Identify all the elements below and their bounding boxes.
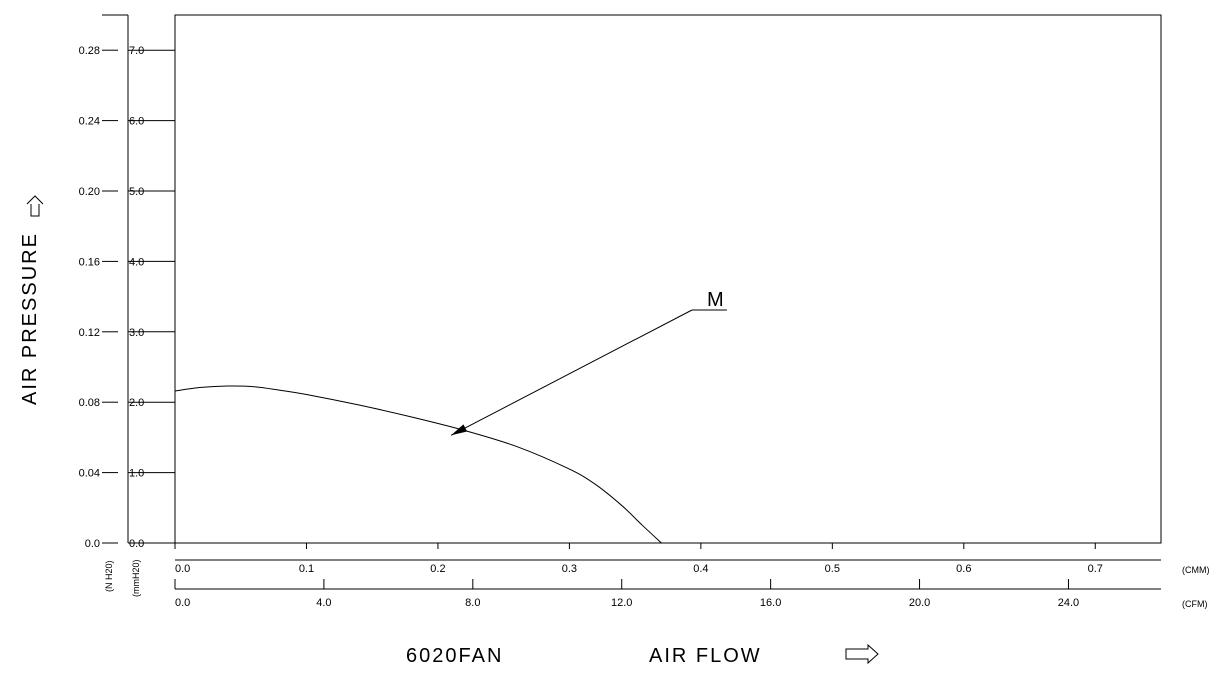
cmm-unit-label: (CMM) — [1182, 565, 1210, 575]
cfm-unit-label: (CFM) — [1182, 599, 1208, 609]
series-m-curve — [174, 385, 662, 544]
inh2o-tick-label: 0.0 — [85, 538, 100, 550]
x-axis-title: AIR FLOW — [649, 645, 762, 667]
y-axis-ticks: 0.0 0.0 1.0 0.04 2.0 0.08 3.0 0.12 4.0 0.16 5.0 0.2… — [79, 45, 175, 550]
cfm-tick-label: 12.0 — [611, 597, 632, 609]
x-axis-ticks: 0.0 0.1 0.2 0.3 0.4 0.5 0.6 0.7 0.0 4.0 8.0 12.0 16.… — [174, 543, 1103, 609]
x-axis-arrow-icon — [845, 643, 879, 665]
y-axis-arrow-icon — [26, 195, 44, 217]
series-m-label: M — [707, 289, 724, 311]
mmh2o-tick-label: 1.0 — [129, 468, 144, 480]
mmh2o-tick-label: 4.0 — [129, 256, 144, 268]
cfm-tick-label: 24.0 — [1058, 597, 1079, 609]
mmh2o-tick-label: 6.0 — [129, 116, 144, 128]
cmm-tick-label: 0.7 — [1088, 563, 1103, 575]
plot-frame — [174, 14, 1162, 544]
y-axis-title: AIR PRESSURE — [19, 232, 41, 405]
cfm-tick-label: 16.0 — [760, 597, 781, 609]
cfm-tick-label: 20.0 — [909, 597, 930, 609]
cfm-tick-label: 4.0 — [316, 597, 331, 609]
cfm-tick-label: 0.0 — [175, 597, 190, 609]
mmh2o-tick-label: 7.0 — [129, 45, 144, 57]
cmm-tick-label: 0.5 — [825, 563, 840, 575]
cmm-tick-label: 0.1 — [299, 563, 314, 575]
cmm-tick-label: 0.6 — [956, 563, 971, 575]
inh2o-tick-label: 0.08 — [79, 397, 100, 409]
mmh2o-tick-label: 0.0 — [129, 538, 144, 550]
annotation-leader-line — [450, 309, 693, 436]
mmh2o-tick-label: 3.0 — [129, 327, 144, 339]
annotation-arrowhead-icon — [451, 424, 468, 436]
inh2o-tick-label: 0.20 — [79, 186, 100, 198]
mmh2o-tick-label: 5.0 — [129, 186, 144, 198]
inh2o-tick-label: 0.12 — [79, 327, 100, 339]
inh2o-tick-label: 0.16 — [79, 256, 100, 268]
model-label: 6020FAN — [406, 645, 503, 667]
cmm-tick-label: 0.2 — [430, 563, 445, 575]
cmm-tick-label: 0.0 — [175, 563, 190, 575]
cmm-tick-label: 0.4 — [693, 563, 708, 575]
cfm-tick-label: 8.0 — [465, 597, 480, 609]
mmh2o-tick-label: 2.0 — [129, 397, 144, 409]
inh2o-tick-label: 0.04 — [79, 468, 100, 480]
cmm-tick-label: 0.3 — [562, 563, 577, 575]
mmh2o-unit-label: (mmH20) — [131, 559, 141, 597]
inh2o-tick-label: 0.28 — [79, 45, 100, 57]
inh2o-tick-label: 0.24 — [79, 116, 100, 128]
inh2o-unit-label: (N H20) — [104, 560, 114, 592]
